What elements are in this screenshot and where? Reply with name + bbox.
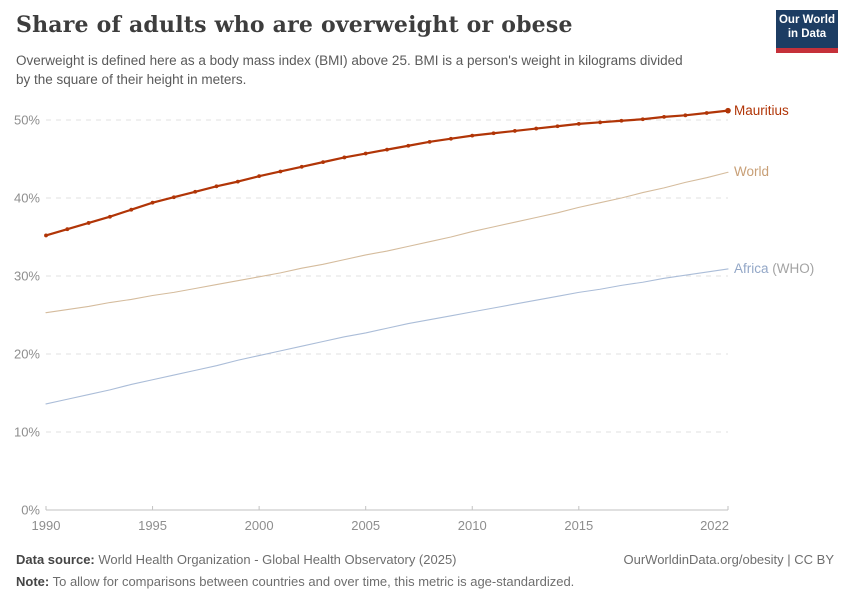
series-marker-mauritius [129, 207, 134, 212]
x-axis-tick-label: 1995 [138, 518, 167, 533]
series-marker-mauritius [534, 126, 539, 131]
owid-logo[interactable]: Our World in Data [776, 10, 838, 53]
x-axis-tick-label: 2005 [351, 518, 380, 533]
series-marker-mauritius [299, 164, 304, 169]
legend-label-world[interactable]: World [734, 163, 769, 180]
series-marker-mauritius [491, 131, 496, 136]
series-marker-mauritius [640, 117, 645, 122]
legend-label-main: World [734, 164, 770, 180]
x-axis-tick-label: 2022 [700, 518, 729, 533]
series-end-dot-mauritius [725, 107, 731, 114]
series-line-mauritius[interactable] [44, 109, 730, 237]
series-marker-mauritius [65, 227, 70, 232]
y-axis-tick-label: 30% [14, 269, 40, 284]
owid-logo-line-2: in Data [787, 27, 827, 40]
series-marker-mauritius [470, 133, 475, 138]
series-marker-mauritius [555, 124, 560, 129]
series-marker-mauritius [449, 136, 453, 141]
series-marker-mauritius [214, 184, 219, 189]
x-axis-tick-label: 2000 [245, 518, 274, 533]
legend-label-main: Mauritius [734, 102, 789, 118]
chart-subtitle: Overweight is defined here as a body mas… [16, 52, 761, 89]
series-marker-mauritius [576, 122, 581, 126]
note-line: Note: To allow for comparisons between c… [16, 574, 574, 589]
note-text: To allow for comparisons between countri… [49, 574, 575, 589]
series-marker-mauritius [598, 120, 603, 125]
series-marker-mauritius [44, 233, 48, 238]
note-label: Note: [16, 574, 50, 589]
series-marker-mauritius [193, 189, 198, 194]
data-source-line: Data source: World Health Organization -… [16, 552, 457, 567]
series-marker-mauritius [385, 147, 389, 152]
series-marker-mauritius [108, 214, 112, 219]
legend-label-africa-who[interactable]: Africa (WHO) [734, 260, 814, 277]
y-axis-tick-label: 50% [14, 113, 40, 128]
series-marker-mauritius [257, 174, 262, 179]
owid-url-license[interactable]: OurWorldinData.org/obesity | CC BY [623, 552, 835, 567]
subtitle-line-2: by the square of their height in meters. [16, 71, 247, 87]
series-marker-mauritius [406, 143, 411, 148]
owid-logo-line-1: Our World [778, 14, 835, 26]
series-marker-mauritius [278, 169, 283, 174]
page-title: Share of adults who are overweight or ob… [16, 12, 573, 38]
series-line-africa-who[interactable] [45, 268, 729, 405]
chart-footer: Data source: World Health Organization -… [0, 542, 850, 600]
series-marker-mauritius [427, 139, 432, 144]
series-marker-mauritius [512, 129, 517, 133]
series-marker-mauritius [363, 151, 368, 156]
legend-label-mauritius[interactable]: Mauritius [734, 102, 789, 119]
y-axis-tick-label: 40% [14, 191, 40, 206]
series-line-world[interactable] [45, 171, 729, 314]
series-marker-mauritius [235, 179, 240, 184]
data-source-label: Data source: [16, 552, 95, 567]
series-marker-mauritius [619, 118, 624, 123]
data-source-text: World Health Organization - Global Healt… [94, 552, 457, 567]
series-marker-mauritius [683, 113, 688, 118]
series-marker-mauritius [171, 195, 176, 200]
line-chart-plot: 0% 10% 20% 30% 40% 50% 1990 1995 2000 2005 2010 201… [14, 107, 731, 533]
legend-label-suffix: (WHO) [768, 260, 815, 276]
y-axis-tick-label: 10% [14, 425, 40, 440]
series-marker-mauritius [704, 111, 709, 115]
legend-label-main: Africa [734, 260, 769, 276]
y-axis-tick-label: 20% [14, 347, 40, 362]
x-axis-tick-label: 2010 [458, 518, 487, 533]
series-marker-mauritius [150, 200, 155, 205]
series-marker-mauritius [86, 221, 91, 225]
x-axis-tick-label: 1990 [32, 518, 61, 533]
subtitle-line-1: Overweight is defined here as a body mas… [16, 53, 683, 68]
y-axis-tick-label: 0% [21, 503, 40, 518]
series-marker-mauritius [321, 160, 325, 165]
series-marker-mauritius [342, 155, 347, 160]
x-axis-tick-label: 2015 [564, 518, 593, 533]
series-marker-mauritius [662, 114, 666, 119]
